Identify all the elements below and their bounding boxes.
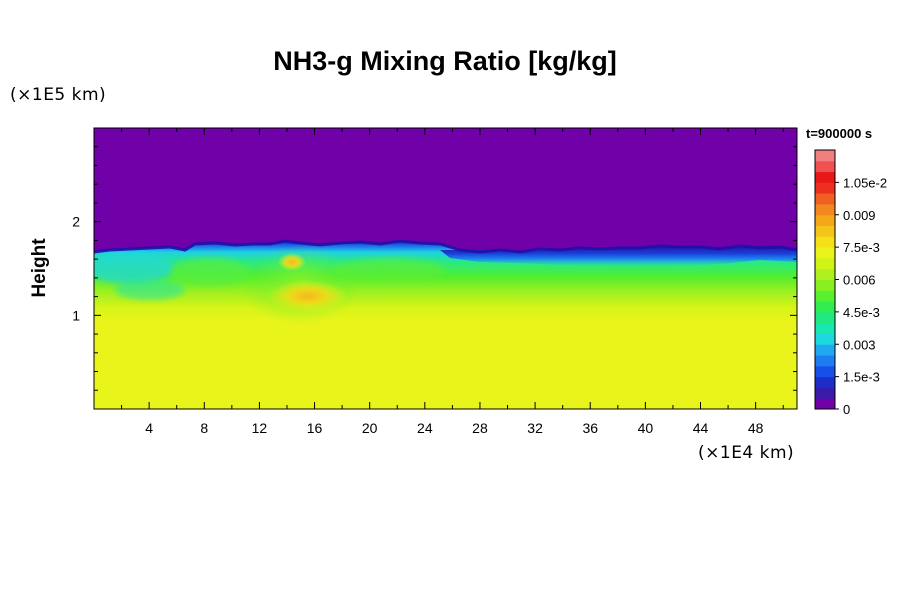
colorbar-swatch <box>815 322 835 334</box>
colorbar-label: 4.5e-3 <box>843 305 880 320</box>
y-tick-label: 1 <box>72 307 80 323</box>
chart-title: NH3-g Mixing Ratio [kg/kg] <box>273 46 617 76</box>
colorbar-swatch <box>815 171 835 183</box>
colorbar-swatch <box>815 247 835 259</box>
y-axis: 12 <box>72 146 797 391</box>
x-tick-label: 20 <box>362 420 378 436</box>
colorbar-swatch <box>815 257 835 270</box>
colorbar-swatch <box>815 290 835 302</box>
y-axis-multiplier: (×1E5 km) <box>10 85 107 105</box>
x-axis: 4 8 12 16 20 24 28 32 36 40 44 48 <box>121 128 784 436</box>
colorbar-swatch <box>815 387 835 399</box>
field-green-patch <box>335 258 445 282</box>
colorbar-swatch <box>815 344 835 356</box>
x-tick-label: 8 <box>200 420 208 436</box>
colorbar-swatch <box>815 203 835 216</box>
colorbar-swatch <box>815 193 835 205</box>
time-label: t=900000 s <box>806 126 873 141</box>
field-plume-top <box>278 253 306 271</box>
colorbar-label: 0.009 <box>843 208 876 223</box>
colorbar-swatch <box>815 268 835 280</box>
x-tick-label: 32 <box>527 420 543 436</box>
colorbar: 0 1.5e-3 0.003 4.5e-3 0.006 7.5e-3 0.009 1.05e-… <box>814 149 887 417</box>
colorbar-swatch <box>815 279 835 291</box>
colorbar-swatch <box>815 301 835 313</box>
field-cloud-top-edge <box>94 239 797 254</box>
colorbar-label: 0.006 <box>843 273 876 288</box>
field-cyan-patch <box>94 252 175 284</box>
field-teal-patch <box>115 280 185 300</box>
x-axis-multiplier: (×1E4 km) <box>698 443 795 463</box>
colorbar-swatch <box>815 376 835 388</box>
colorbar-swatch <box>815 236 835 248</box>
colorbar-label: 1.5e-3 <box>843 370 880 385</box>
colorbar-label: 7.5e-3 <box>843 240 880 255</box>
x-tick-label: 28 <box>472 420 488 436</box>
colorbar-swatch <box>815 182 835 194</box>
colorbar-swatch <box>815 355 835 367</box>
x-tick-label: 40 <box>638 420 654 436</box>
plot-frame <box>93 127 798 410</box>
colorbar-swatch <box>815 214 835 227</box>
colorbar-swatch <box>815 333 835 345</box>
y-tick-label: 2 <box>72 214 80 230</box>
x-tick-label: 4 <box>145 420 153 436</box>
field-lower-layer <box>94 310 797 409</box>
colorbar-label: 0.003 <box>843 337 876 352</box>
colorbar-swatch <box>815 365 835 378</box>
x-tick-label: 48 <box>748 420 764 436</box>
colorbar-swatch <box>815 311 835 324</box>
x-tick-label: 44 <box>693 420 709 436</box>
field-plume-core <box>268 280 348 312</box>
colorbar-swatch <box>815 150 835 162</box>
colorbar-swatch <box>815 225 835 237</box>
x-tick-label: 12 <box>252 420 268 436</box>
x-tick-label: 24 <box>417 420 433 436</box>
colorbar-label: 0 <box>843 402 850 417</box>
colorbar-label: 1.05e-2 <box>843 175 887 190</box>
x-tick-label: 16 <box>307 420 323 436</box>
colorbar-swatch <box>815 160 835 173</box>
x-tick-label: 36 <box>582 420 598 436</box>
field-green-patch <box>170 258 250 286</box>
colorbar-swatch <box>815 398 835 410</box>
